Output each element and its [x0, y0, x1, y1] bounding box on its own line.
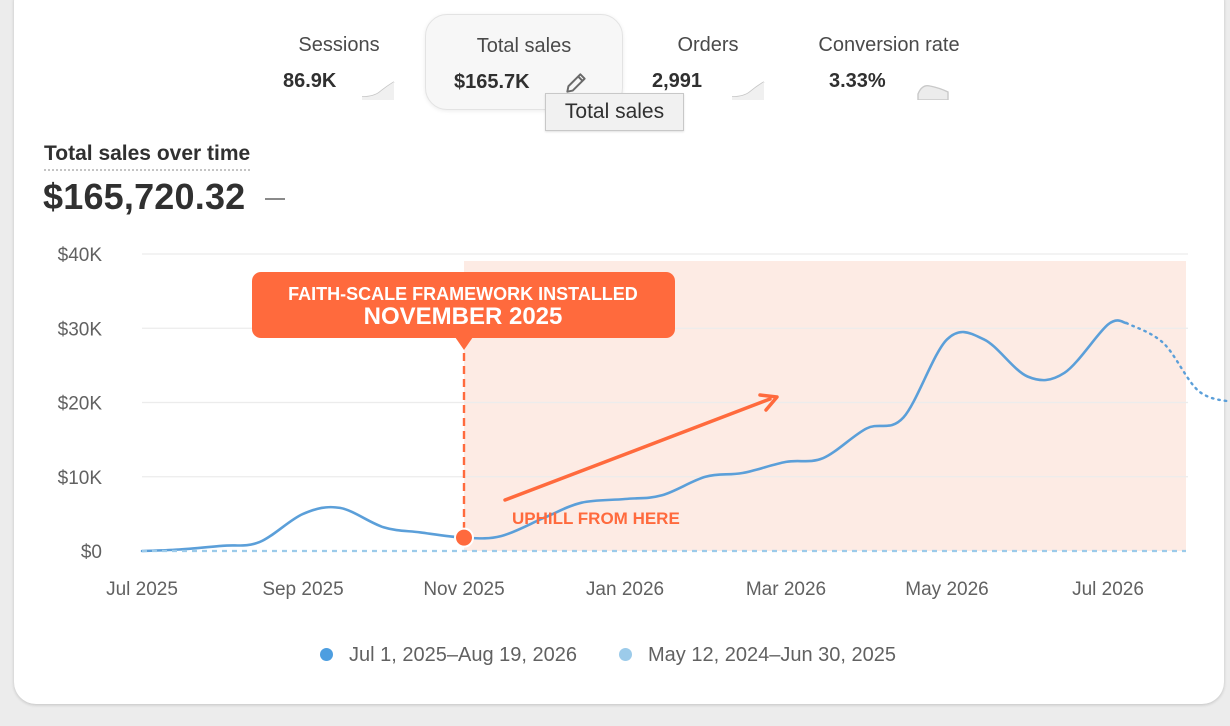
- legend-label: Jul 1, 2025–Aug 19, 2026: [349, 644, 577, 666]
- sparkline-icon: [361, 81, 395, 100]
- metric-tab-sessions[interactable]: Sessions 86.9K: [270, 14, 408, 110]
- y-tick-label: $0: [81, 542, 102, 563]
- x-tick-label: May 2026: [905, 579, 988, 600]
- sparkline-icon: [917, 84, 949, 100]
- annotation-callout-pointer: [455, 337, 473, 350]
- metric-tab-conversion-rate[interactable]: Conversion rate 3.33%: [796, 14, 982, 110]
- tooltip: Total sales: [545, 93, 684, 131]
- y-tick-label: $40K: [58, 245, 103, 266]
- y-tick-label: $20K: [58, 394, 103, 415]
- legend-label: May 12, 2024–Jun 30, 2025: [648, 644, 896, 666]
- annotation-marker-dot: [454, 527, 474, 548]
- legend-item-previous[interactable]: May 12, 2024–Jun 30, 2025: [619, 644, 896, 667]
- annotation-callout-box: [252, 272, 675, 338]
- x-tick-label: Jan 2026: [586, 579, 664, 600]
- y-tick-label: $10K: [58, 468, 103, 489]
- chart-title[interactable]: Total sales over time: [44, 142, 251, 171]
- y-tick-label: $30K: [58, 319, 103, 340]
- metric-label: Total sales: [476, 35, 572, 57]
- metric-value: 86.9K: [283, 70, 337, 92]
- metric-label: Orders: [677, 34, 739, 56]
- x-tick-label: Nov 2025: [423, 579, 504, 600]
- metric-label: Sessions: [298, 34, 380, 56]
- legend-dot: [619, 648, 632, 661]
- pencil-icon[interactable]: [563, 70, 589, 96]
- annotation-line-2: NOVEMBER 2025: [364, 303, 563, 330]
- chart-total: $165,720.32: [43, 176, 246, 217]
- series-line-current-projected: [1125, 321, 1230, 403]
- metric-tab-orders[interactable]: Orders 2,991: [640, 14, 776, 110]
- metric-label: Conversion rate: [818, 34, 960, 56]
- legend-item-current[interactable]: Jul 1, 2025–Aug 19, 2026: [320, 644, 577, 667]
- legend-dot: [320, 648, 333, 661]
- x-tick-label: Jul 2026: [1072, 579, 1144, 600]
- x-tick-label: Jul 2025: [106, 579, 178, 600]
- uphill-arrow-head: [758, 393, 779, 412]
- uphill-label: UPHILL FROM HERE: [512, 509, 680, 528]
- metric-value: $165.7K: [454, 71, 530, 93]
- metric-value: 3.33%: [829, 70, 886, 92]
- uphill-arrow-shaft: [503, 397, 772, 502]
- metric-tab-total-sales[interactable]: Total sales $165.7K: [425, 14, 623, 110]
- x-tick-label: Sep 2025: [262, 579, 343, 600]
- metric-value: 2,991: [652, 70, 703, 92]
- annotation-line-1: FAITH-SCALE FRAMEWORK INSTALLED: [288, 284, 638, 304]
- sparkline-icon: [731, 81, 765, 100]
- comparison-dash-icon: [265, 198, 285, 200]
- x-tick-label: Mar 2026: [746, 579, 826, 600]
- series-line-current-period: [140, 319, 1128, 553]
